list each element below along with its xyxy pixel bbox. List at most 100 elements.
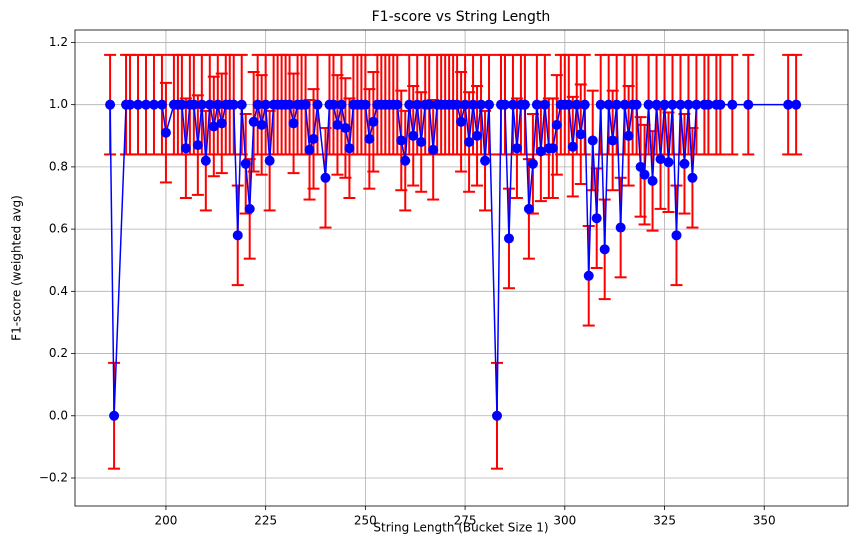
marker bbox=[535, 146, 546, 157]
marker bbox=[783, 99, 794, 110]
marker bbox=[484, 99, 495, 110]
marker bbox=[679, 158, 690, 169]
x-tick-label: 250 bbox=[354, 514, 377, 528]
marker bbox=[575, 129, 586, 140]
marker bbox=[105, 99, 116, 110]
marker bbox=[476, 99, 487, 110]
marker bbox=[140, 99, 151, 110]
chart-title: F1-score vs String Length bbox=[372, 9, 551, 25]
marker bbox=[607, 135, 618, 146]
marker bbox=[332, 119, 343, 130]
marker bbox=[300, 99, 311, 110]
y-tick-label: 0.2 bbox=[49, 346, 68, 360]
marker bbox=[340, 123, 351, 133]
marker bbox=[308, 133, 319, 144]
marker bbox=[527, 158, 538, 169]
marker bbox=[264, 155, 275, 166]
marker bbox=[511, 143, 522, 154]
marker bbox=[428, 144, 439, 155]
marker bbox=[368, 116, 379, 127]
y-tick-label: 1.2 bbox=[49, 35, 68, 49]
marker bbox=[192, 140, 203, 151]
marker bbox=[659, 99, 670, 110]
marker bbox=[468, 99, 479, 110]
marker bbox=[212, 99, 223, 110]
marker bbox=[236, 99, 247, 110]
marker bbox=[328, 99, 339, 110]
marker bbox=[675, 99, 686, 110]
marker bbox=[623, 130, 634, 141]
marker bbox=[579, 99, 590, 110]
marker bbox=[667, 99, 678, 110]
x-tick-label: 275 bbox=[454, 514, 477, 528]
x-tick-label: 325 bbox=[653, 514, 676, 528]
marker bbox=[244, 203, 255, 214]
marker bbox=[563, 99, 574, 110]
marker bbox=[547, 143, 558, 154]
y-tick-label: 0.8 bbox=[49, 159, 68, 173]
y-tick-label: −0.2 bbox=[39, 471, 68, 485]
marker bbox=[499, 99, 510, 110]
marker bbox=[539, 99, 550, 110]
marker bbox=[252, 99, 263, 110]
marker bbox=[655, 154, 666, 165]
marker bbox=[603, 99, 614, 110]
y-tick-label: 0.0 bbox=[49, 408, 68, 422]
marker bbox=[196, 99, 207, 110]
marker bbox=[392, 99, 403, 110]
marker bbox=[260, 99, 271, 110]
marker bbox=[503, 233, 514, 244]
marker bbox=[396, 135, 407, 146]
y-tick-label: 0.4 bbox=[49, 284, 68, 298]
marker bbox=[240, 158, 251, 169]
y-tick-label: 1.0 bbox=[49, 97, 68, 111]
marker bbox=[531, 99, 542, 110]
marker bbox=[320, 172, 331, 183]
marker bbox=[651, 99, 662, 110]
marker bbox=[567, 141, 578, 152]
marker bbox=[480, 155, 491, 166]
marker bbox=[364, 133, 375, 144]
marker bbox=[156, 99, 167, 110]
marker bbox=[611, 99, 622, 110]
marker bbox=[248, 116, 259, 127]
marker bbox=[715, 99, 726, 110]
x-tick-label: 350 bbox=[753, 514, 776, 528]
marker bbox=[599, 244, 610, 255]
marker bbox=[336, 99, 347, 110]
marker bbox=[232, 230, 243, 241]
marker bbox=[691, 99, 702, 110]
marker bbox=[507, 99, 518, 110]
marker bbox=[643, 99, 654, 110]
marker bbox=[452, 99, 463, 110]
marker bbox=[404, 99, 415, 110]
marker bbox=[615, 222, 626, 233]
marker bbox=[587, 135, 598, 146]
marker bbox=[647, 175, 658, 186]
marker bbox=[148, 99, 159, 110]
marker bbox=[631, 99, 642, 110]
marker bbox=[208, 121, 219, 132]
marker bbox=[416, 137, 427, 147]
marker bbox=[671, 230, 682, 241]
marker bbox=[216, 118, 227, 129]
marker bbox=[408, 130, 419, 141]
marker bbox=[412, 99, 423, 110]
marker bbox=[635, 161, 646, 172]
marker bbox=[683, 99, 694, 110]
marker bbox=[160, 127, 171, 138]
marker bbox=[304, 144, 315, 155]
marker bbox=[472, 130, 483, 141]
marker bbox=[344, 143, 355, 154]
x-tick-label: 300 bbox=[553, 514, 576, 528]
marker bbox=[571, 99, 582, 110]
marker bbox=[360, 99, 371, 110]
marker bbox=[591, 213, 602, 224]
marker bbox=[491, 410, 502, 421]
marker bbox=[288, 118, 299, 129]
marker bbox=[551, 119, 562, 130]
y-tick-label: 0.6 bbox=[49, 222, 68, 236]
marker bbox=[109, 410, 120, 421]
marker bbox=[400, 155, 411, 166]
x-axis-label: String Length (Bucket Size 1) bbox=[373, 521, 548, 535]
